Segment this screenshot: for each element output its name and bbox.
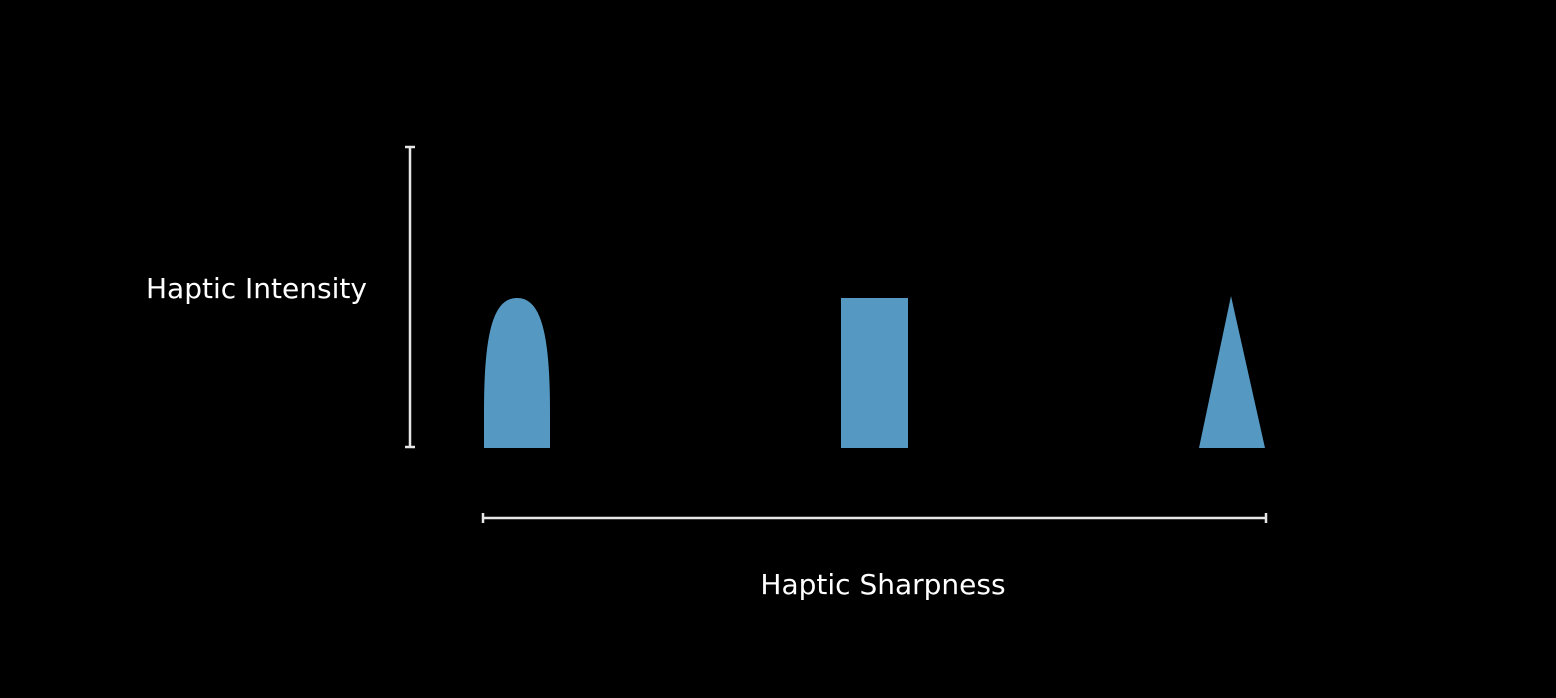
rectangular-waveform-shape [841, 298, 908, 448]
sharpness-axis-label: Haptic Sharpness [760, 568, 1005, 601]
rounded-waveform-shape [484, 298, 550, 448]
intensity-axis-label: Haptic Intensity [146, 272, 367, 305]
intensity-axis [405, 145, 415, 449]
triangular-waveform-shape [1199, 296, 1265, 448]
sharpness-axis [481, 513, 1268, 523]
